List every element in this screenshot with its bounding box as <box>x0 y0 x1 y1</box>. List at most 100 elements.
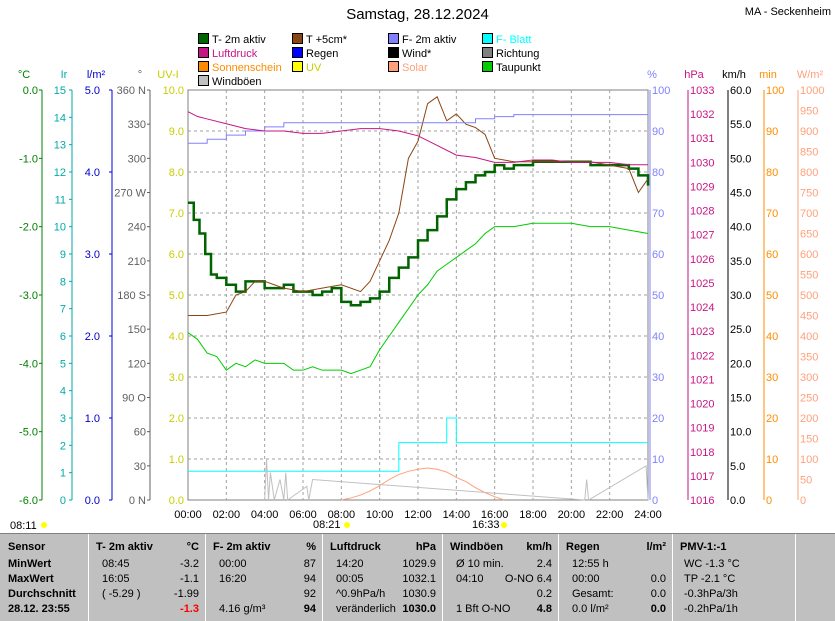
footer-column: Regen l/m² 12:55 h 00:00 0.0 Gesamt: 0.0 0.0 l/… <box>558 534 673 621</box>
footer-column: Sensor MinWert MaxWert Durchschnitt 28.12. 2… <box>0 534 89 621</box>
tick-label: 20 <box>652 413 664 425</box>
tick-label: 3.0 <box>169 372 184 384</box>
tick-label: 30 <box>766 372 778 384</box>
footer-cell-value: -1.3 <box>180 603 199 615</box>
tick-label: -5.0 <box>19 427 38 439</box>
tick-label: 180 S <box>117 290 146 302</box>
footer-cell-value: 1030.0 <box>402 603 436 615</box>
legend-swatch <box>198 47 209 58</box>
footer-cell-time: 00:05 <box>336 573 364 585</box>
tick-label: 30 <box>652 372 664 384</box>
tick-label: 60 <box>766 249 778 261</box>
footer-cell-value: -3.2 <box>180 558 199 570</box>
legend-swatch <box>482 47 493 58</box>
tick-label: -1.0 <box>19 153 38 165</box>
tick-label: 0 <box>800 495 806 507</box>
time-label: 16:00 <box>481 509 509 521</box>
axis-unit: Ir <box>61 69 68 81</box>
footer-cell-value: 0.0 <box>650 573 666 585</box>
axis-unit: hPa <box>684 69 704 81</box>
sunrise-label: 08:21 <box>313 519 341 531</box>
legend-item: Luftdruck <box>198 47 257 60</box>
tick-label: 600 <box>800 249 818 261</box>
tick-label: 2.0 <box>85 331 100 343</box>
tick-label: 100 <box>800 454 818 466</box>
tick-label: 100 <box>652 85 670 97</box>
tick-label: 5.0 <box>730 461 745 473</box>
tick-label: 240 <box>128 222 146 234</box>
tick-label: 300 <box>800 372 818 384</box>
footer-cell-value: -1.1 <box>180 573 199 585</box>
station-name: MA - Seckenheim <box>744 6 831 18</box>
tick-label: 950 <box>800 106 818 118</box>
time-label: 24:00 <box>634 509 662 521</box>
footer-cell-time: 12:55 h <box>572 558 609 570</box>
tick-label: 1.0 <box>169 454 184 466</box>
footer-cell-time: 14:20 <box>336 558 364 570</box>
legend-swatch <box>292 61 303 72</box>
tick-label: 8 <box>60 276 66 288</box>
footer-header: F- 2m aktiv <box>213 541 271 553</box>
time-label: 10:00 <box>366 509 394 521</box>
tick-label: 10 <box>652 454 664 466</box>
axis-unit: km/h <box>722 69 746 81</box>
legend-label: F- 2m aktiv <box>402 34 457 46</box>
tick-label: 210 <box>128 256 146 268</box>
legend-label: UV <box>306 62 322 74</box>
tick-label: 2.0 <box>169 413 184 425</box>
axis-unit: UV-I <box>157 69 178 81</box>
footer-header: T- 2m aktiv <box>96 541 153 553</box>
tick-label: 50 <box>766 290 778 302</box>
tick-label: 500 <box>800 290 818 302</box>
tick-label: 20 <box>766 413 778 425</box>
tick-label: 750 <box>800 188 818 200</box>
tick-label: 4.0 <box>85 167 100 179</box>
tick-label: 4 <box>60 386 66 398</box>
tick-label: 30 <box>134 461 146 473</box>
tick-label: 1000 <box>800 85 824 97</box>
footer-cell-time: 16:05 <box>102 573 130 585</box>
legend-item: F- Blatt <box>482 33 531 46</box>
tick-label: 1023 <box>690 326 714 338</box>
tick-label: 10.0 <box>730 427 751 439</box>
time-label: 22:00 <box>596 509 624 521</box>
weather-chart: 0.0-1.0-2.0-3.0-4.0-5.0-6.0°C15141312111… <box>10 69 824 532</box>
axis-unit: °C <box>18 69 30 81</box>
tick-label: 1021 <box>690 374 714 386</box>
legend-item: Wind* <box>388 47 431 60</box>
legend-label: T- 2m aktiv <box>212 34 266 46</box>
legend-label: Wind* <box>402 48 432 60</box>
footer-cell-time: 04:10 <box>456 573 484 585</box>
tick-label: 7 <box>60 304 66 316</box>
tick-label: 13 <box>54 140 66 152</box>
legend-label: Windböen <box>212 76 262 88</box>
tick-label: 60.0 <box>730 85 751 97</box>
footer-unit: hPa <box>415 541 436 553</box>
legend-label: Solar <box>402 62 428 74</box>
tick-label: -4.0 <box>19 358 38 370</box>
tick-label: 30.0 <box>730 290 751 302</box>
footer-cell-time: Gesamt: <box>572 588 614 600</box>
tick-label: 350 <box>800 352 818 364</box>
time-label: 02:00 <box>213 509 241 521</box>
tick-label: 1030 <box>690 157 714 169</box>
tick-label: 1032 <box>690 109 714 121</box>
tick-label: 270 W <box>114 188 146 200</box>
tick-label: 1018 <box>690 447 714 459</box>
legend-item: Regen <box>292 47 338 60</box>
legend-swatch <box>482 61 493 72</box>
tick-label: 0 <box>766 495 772 507</box>
footer-cell-value: 87 <box>303 558 316 570</box>
tick-label: -6.0 <box>19 495 38 507</box>
footer-cell-value: 94 <box>303 573 316 585</box>
footer-cell-time: Ø 10 min. <box>456 558 504 570</box>
tick-label: 0.0 <box>169 495 184 507</box>
tick-label: 3 <box>60 413 66 425</box>
footer-header: Luftdruck <box>330 541 381 553</box>
summary-footer: Sensor MinWert MaxWert Durchschnitt 28.12. 2… <box>0 533 835 621</box>
tick-label: 5.0 <box>85 85 100 97</box>
legend-label: Regen <box>306 48 339 60</box>
footer-column: Windböen km/h Ø 10 min. 2.4 04:10 O-NO 6.4 0.2… <box>442 534 559 621</box>
tick-label: 50 <box>652 290 664 302</box>
tick-label: 1019 <box>690 423 714 435</box>
